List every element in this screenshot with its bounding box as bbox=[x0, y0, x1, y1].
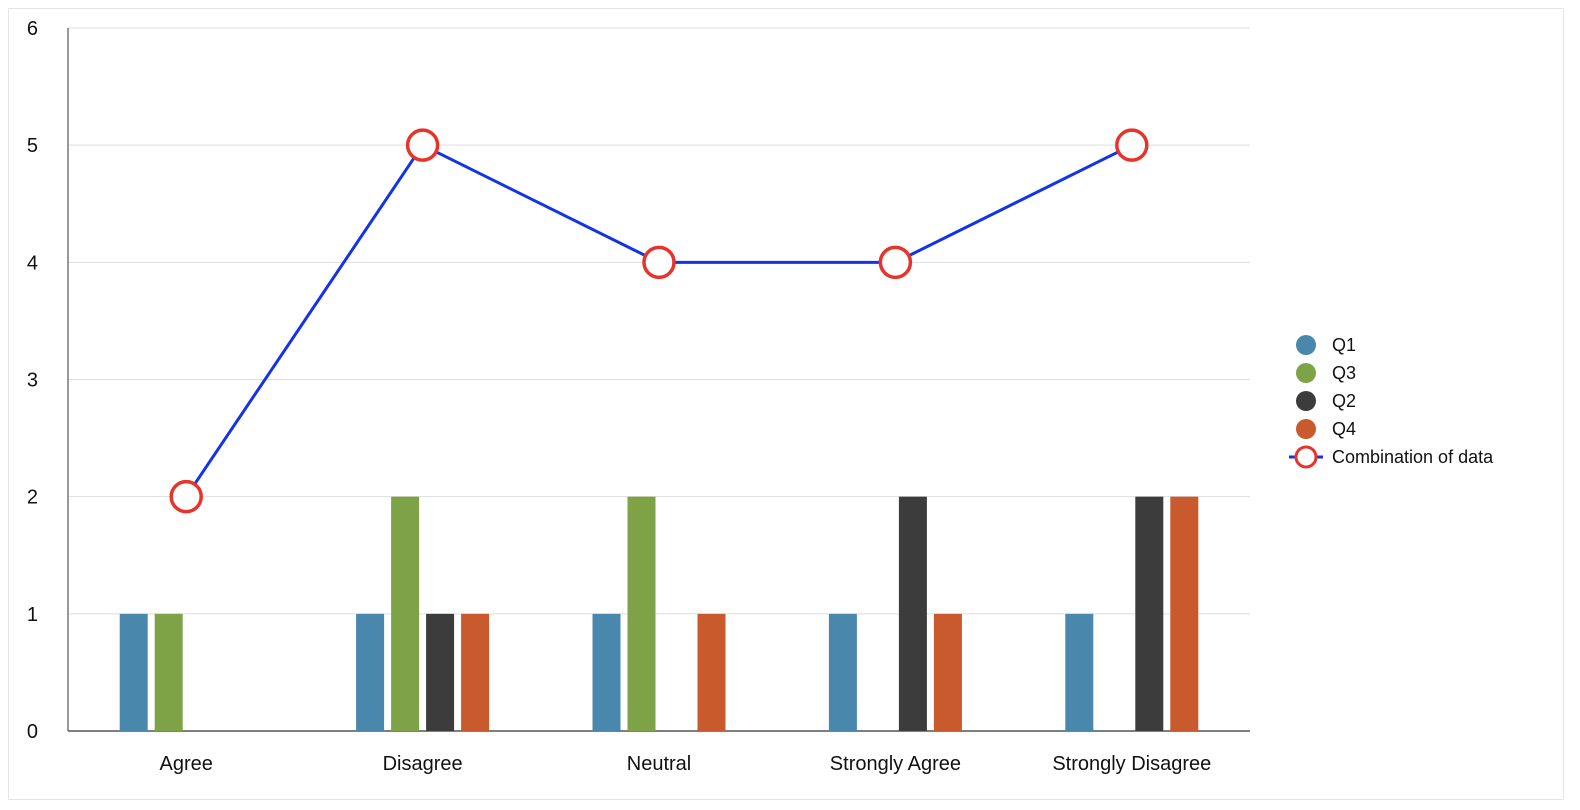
bar-q3-agree bbox=[154, 613, 183, 731]
x-tick-label: Strongly Agree bbox=[830, 753, 961, 775]
bar-q1-strongly-agree bbox=[828, 613, 857, 731]
bar-q3-neutral bbox=[627, 496, 656, 731]
x-tick-label: Agree bbox=[160, 753, 213, 775]
bar-q2-strongly-agree bbox=[898, 496, 927, 731]
legend-swatch-q2 bbox=[1296, 391, 1316, 411]
x-tick-label: Disagree bbox=[383, 753, 463, 775]
line-point-neutral bbox=[642, 245, 676, 280]
y-tick-label: 4 bbox=[27, 252, 38, 274]
axes bbox=[67, 28, 1250, 732]
x-tick-label: Neutral bbox=[627, 753, 691, 775]
tick-labels: 0 1 2 3 4 5 6 Agree Disagree Neutral Strongly Agre… bbox=[27, 18, 1211, 775]
legend-label-q4: Q4 bbox=[1332, 419, 1356, 439]
bar-q1-disagree bbox=[356, 613, 385, 731]
y-tick-label: 1 bbox=[27, 604, 38, 626]
line-point-strongly-agree bbox=[878, 245, 913, 280]
legend-swatch-q1 bbox=[1296, 335, 1316, 355]
legend-label-q2: Q2 bbox=[1332, 391, 1356, 411]
bar-q1-agree bbox=[119, 613, 148, 731]
bar-q2-strongly-disagree bbox=[1135, 496, 1164, 731]
bar-q3-disagree bbox=[391, 496, 420, 731]
bar-q1-strongly-disagree bbox=[1065, 613, 1094, 731]
y-tick-label: 6 bbox=[27, 18, 38, 40]
bar-q4-strongly-disagree bbox=[1170, 496, 1199, 731]
legend-marker-combination-of-data bbox=[1294, 445, 1318, 469]
line-path bbox=[184, 143, 1133, 498]
bars bbox=[119, 496, 1199, 731]
bar-q4-strongly-agree bbox=[933, 613, 962, 731]
bar-q4-neutral bbox=[697, 613, 726, 731]
legend-label-q1: Q1 bbox=[1332, 335, 1356, 355]
y-tick-label: 5 bbox=[27, 135, 38, 157]
combination-line bbox=[169, 128, 1149, 514]
y-tick-label: 0 bbox=[27, 721, 38, 743]
line-point-strongly-disagree bbox=[1115, 128, 1149, 162]
legend-swatch-q4 bbox=[1296, 419, 1316, 439]
legend-label-q3: Q3 bbox=[1332, 363, 1356, 383]
line-point-disagree bbox=[405, 128, 440, 162]
line-point-agree bbox=[169, 479, 203, 514]
y-tick-label: 3 bbox=[27, 370, 38, 392]
legend-swatch-q3 bbox=[1296, 363, 1316, 383]
bar-q2-disagree bbox=[426, 613, 455, 731]
y-tick-label: 2 bbox=[27, 487, 38, 509]
bar-q4-disagree bbox=[461, 613, 490, 731]
grid-lines bbox=[68, 27, 1250, 615]
legend-label-combination-of-data: Combination of data bbox=[1332, 447, 1494, 467]
x-tick-label: Strongly Disagree bbox=[1052, 753, 1211, 775]
legend: Q1 Q3 Q2 Q4 Combination of data bbox=[1289, 335, 1494, 469]
bar-q1-neutral bbox=[592, 613, 621, 731]
